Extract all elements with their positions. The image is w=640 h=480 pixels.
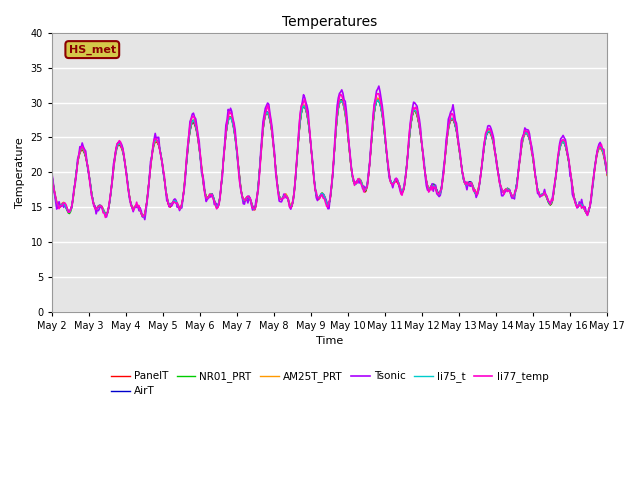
NR01_PRT [360,186,367,192]
li77_temp [102,215,109,220]
AirT [374,96,381,102]
Tsonic [141,216,148,222]
Tsonic [360,183,367,189]
PanelT [222,132,230,138]
NR01_PRT [458,169,466,175]
Tsonic [375,83,383,89]
PanelT [458,169,466,175]
NR01_PRT [222,132,230,137]
PanelT [140,214,147,219]
AirT [360,186,367,192]
li75_t [48,174,56,180]
AM25T_PRT [604,171,611,177]
Text: HS_met: HS_met [68,45,116,55]
NR01_PRT [284,194,291,200]
AirT [222,132,230,137]
Tsonic [48,171,56,177]
AirT [388,180,396,186]
PanelT [374,97,381,103]
li75_t [555,153,563,159]
Title: Temperatures: Temperatures [282,15,377,29]
AM25T_PRT [458,169,466,175]
li77_temp [458,169,466,175]
li77_temp [604,170,611,176]
Tsonic [555,150,563,156]
X-axis label: Time: Time [316,336,343,346]
Tsonic [388,180,396,186]
Line: li77_temp: li77_temp [52,94,607,217]
Line: li75_t: li75_t [52,100,607,217]
AM25T_PRT [374,95,381,101]
Line: PanelT: PanelT [52,100,607,216]
NR01_PRT [374,97,381,103]
Tsonic [222,122,230,128]
Line: NR01_PRT: NR01_PRT [52,100,607,216]
li75_t [458,169,466,175]
li77_temp [375,91,383,96]
Legend: PanelT, AirT, NR01_PRT, AM25T_PRT, Tsonic, li75_t, li77_temp: PanelT, AirT, NR01_PRT, AM25T_PRT, Tsoni… [107,367,552,401]
AM25T_PRT [555,153,563,158]
li77_temp [48,174,56,180]
NR01_PRT [48,173,56,179]
AM25T_PRT [360,186,367,192]
Line: Tsonic: Tsonic [52,86,607,219]
li75_t [388,180,396,186]
Tsonic [604,170,611,176]
AirT [604,170,611,176]
Tsonic [458,169,466,175]
PanelT [604,172,611,178]
AirT [555,153,563,158]
li77_temp [555,150,563,156]
AirT [48,174,56,180]
NR01_PRT [140,214,147,219]
AirT [284,194,291,200]
li75_t [374,97,381,103]
li77_temp [284,194,291,200]
AM25T_PRT [388,181,396,187]
li75_t [284,195,291,201]
PanelT [360,187,367,193]
Tsonic [284,195,291,201]
NR01_PRT [604,171,611,177]
AM25T_PRT [48,174,56,180]
AM25T_PRT [222,132,230,137]
li77_temp [360,189,367,195]
Line: AirT: AirT [52,99,607,216]
NR01_PRT [388,181,396,187]
PanelT [48,175,56,181]
AM25T_PRT [284,193,291,199]
li75_t [140,214,147,220]
AirT [458,168,466,174]
li75_t [360,186,367,192]
NR01_PRT [555,152,563,157]
Line: AM25T_PRT: AM25T_PRT [52,98,607,216]
PanelT [284,195,291,201]
PanelT [388,181,396,187]
PanelT [555,153,563,158]
Y-axis label: Temperature: Temperature [15,137,25,208]
li75_t [222,132,230,138]
li77_temp [388,180,396,186]
li77_temp [222,130,230,136]
AM25T_PRT [140,213,147,218]
li75_t [604,171,611,177]
AirT [140,213,147,219]
